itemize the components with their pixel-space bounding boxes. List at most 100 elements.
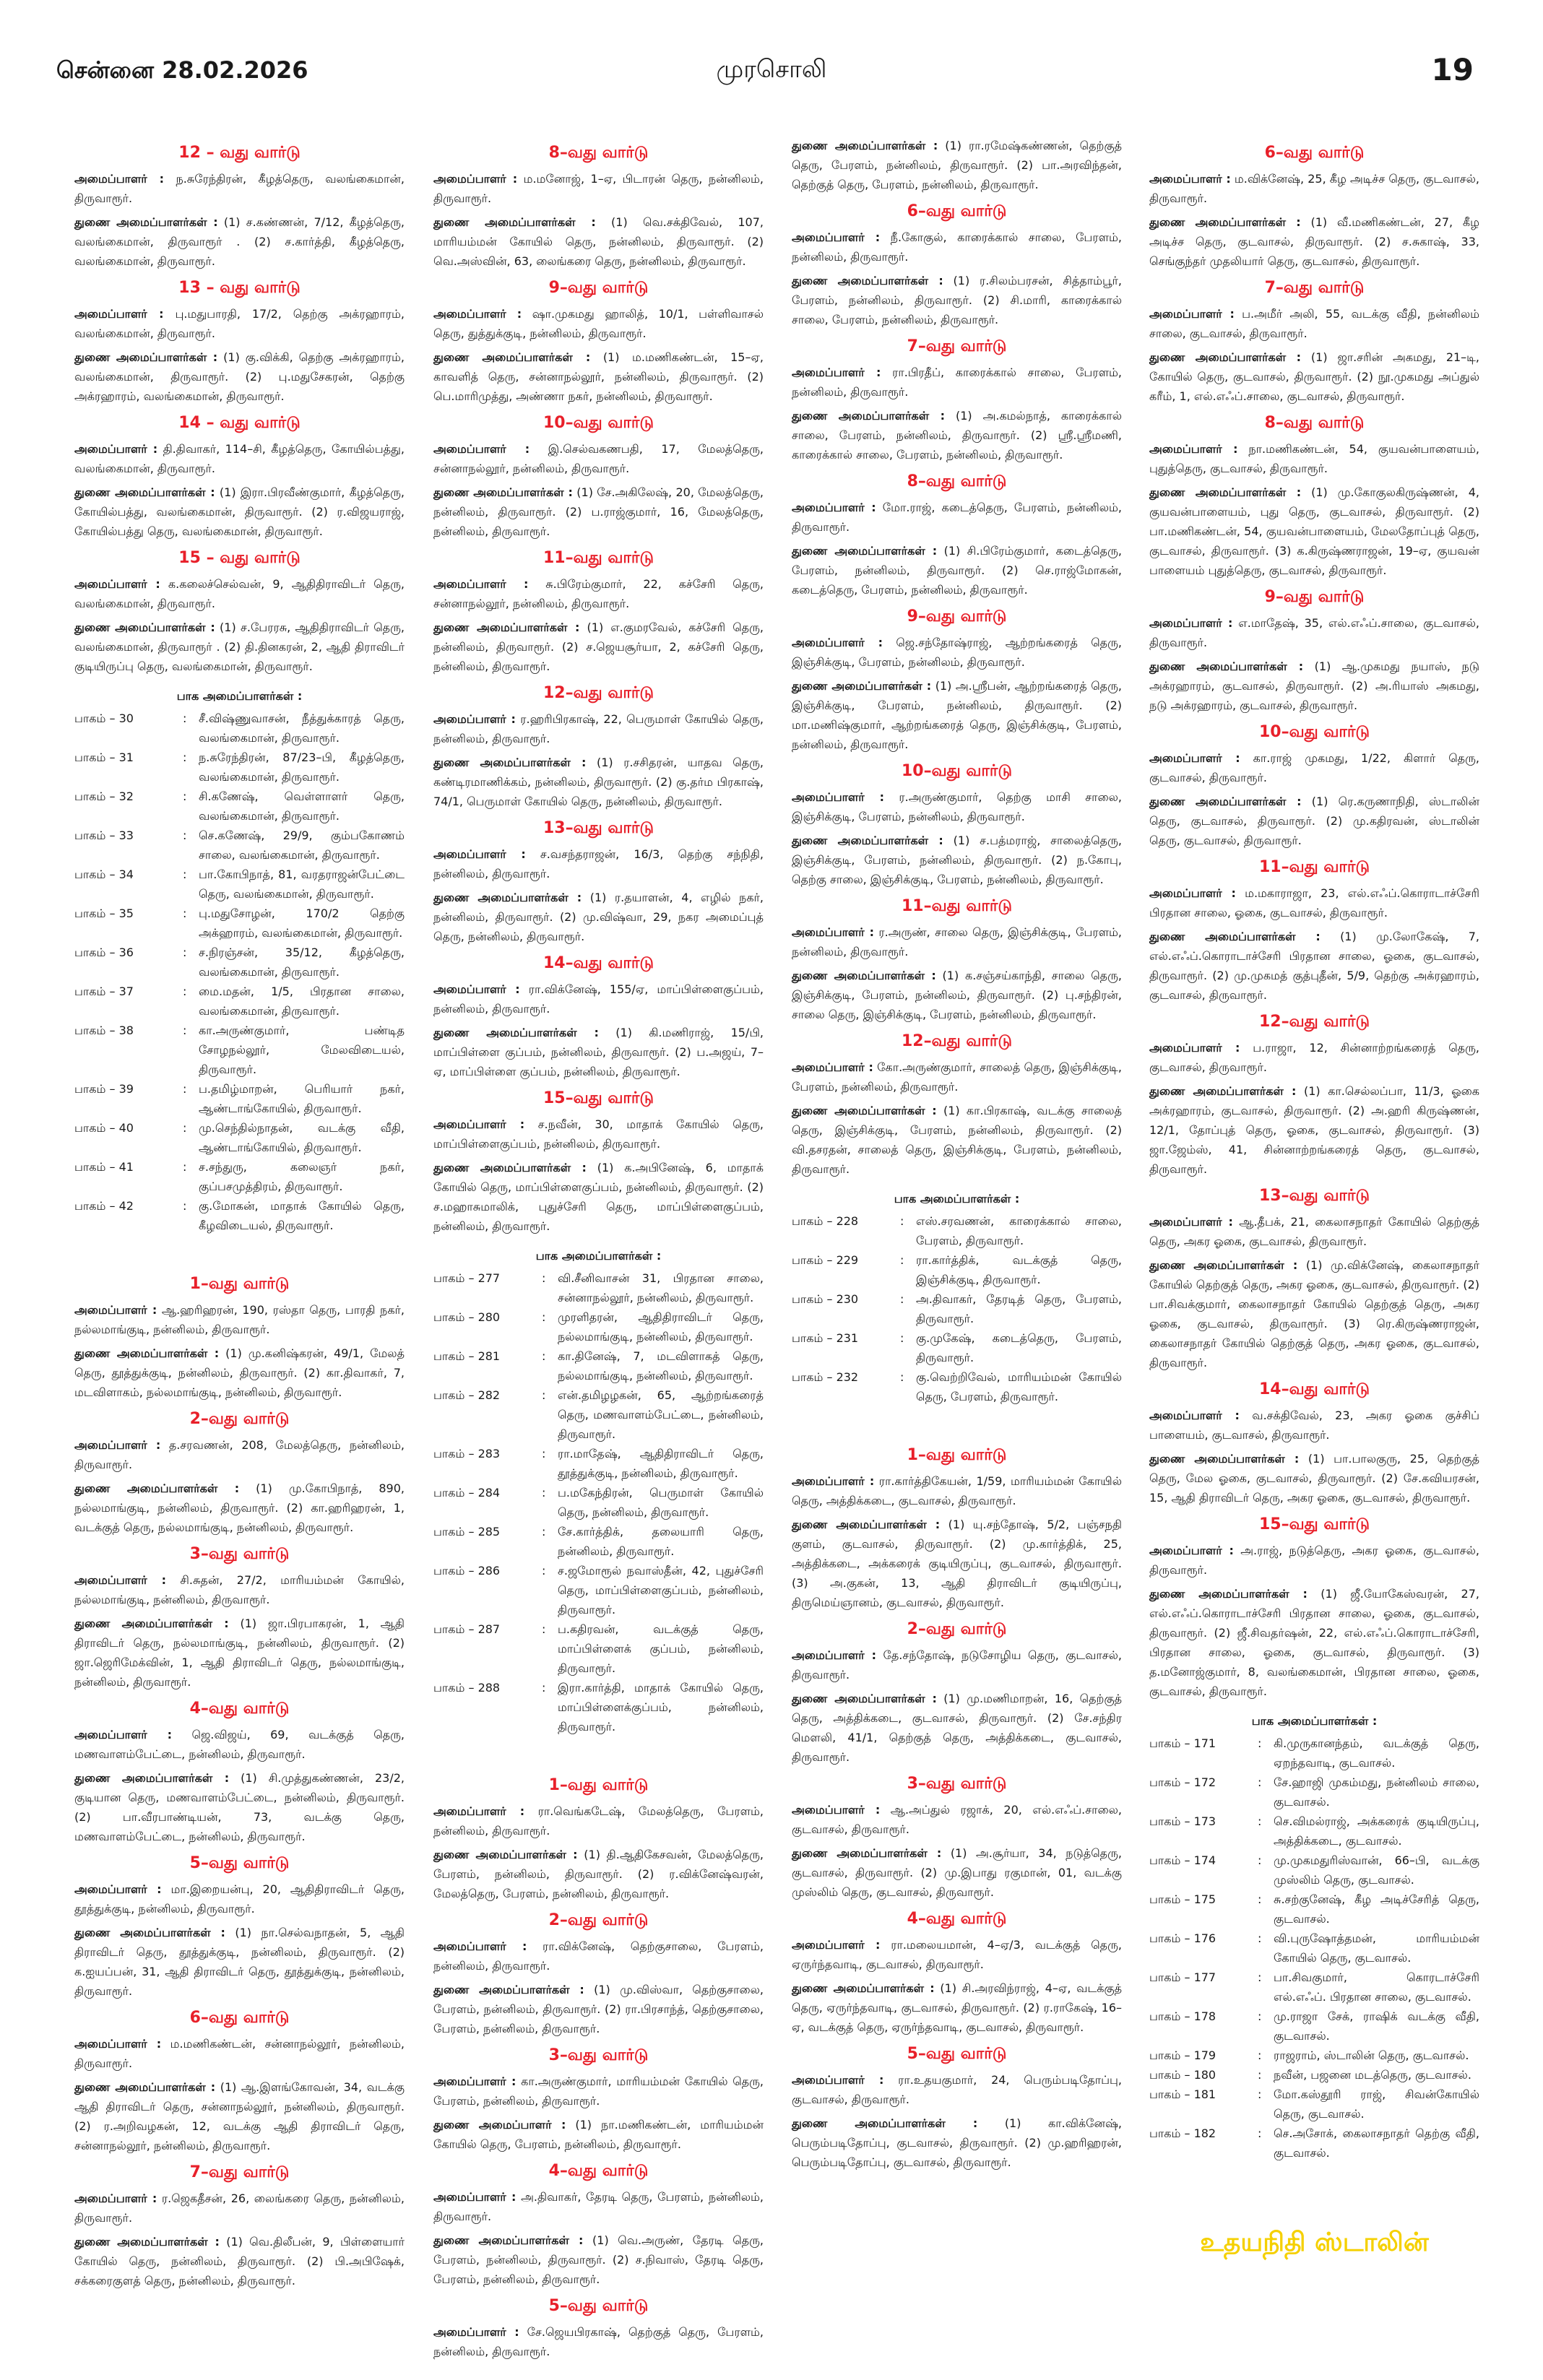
booth-organiser-details: கு.மோகன், மாதாக் கோயில் தெரு, கீழவிடையல்… bbox=[199, 1199, 405, 1232]
organiser-entry: அமைப்பாளர் : ரா.கார்த்திகேயன், 1/59, மார… bbox=[792, 1471, 1122, 1510]
ward-heading: 14–வது வார்டு bbox=[543, 954, 654, 972]
booth-prefix: பாகம் – bbox=[1149, 1970, 1190, 1984]
booth-separator: : bbox=[183, 1121, 187, 1135]
booth-number: பாகம் – 179 bbox=[1149, 2046, 1258, 2065]
booth-separator: : bbox=[183, 867, 187, 881]
booth-separator: : bbox=[542, 1388, 546, 1402]
deputy-organisers-entry: துணை அமைப்பாளர்கள் : (1) மு.கனிஷ்கரன், 4… bbox=[74, 1343, 405, 1402]
booth-prefix: பாகம் – bbox=[74, 1121, 116, 1135]
organiser-details: ஆ.அப்துல் ரஜாக், 20, எல்.எஃப்.சாலை, குடவ… bbox=[792, 1803, 1122, 1836]
deputy-organisers-details: (1) ச.பத்மராஜ், சாலைத்தெரு, இஞ்சிக்குடி,… bbox=[792, 834, 1123, 886]
deputy-organisers-details: (1) நா.செல்வநாதன், 5, ஆதி திராவிடர் தெரு… bbox=[74, 1926, 405, 1998]
deputy-organisers-entry: துணை அமைப்பாளர்கள் : (1) ரா.ரமேஷ்கண்ணன்,… bbox=[792, 136, 1122, 194]
booth-separator: : bbox=[1258, 2068, 1262, 2082]
organiser-entry: அமைப்பாளர் : ஜெ.சந்தோஷ்ராஜ், ஆற்றங்கரைத்… bbox=[792, 633, 1122, 672]
deputy-organisers-label: துணை அமைப்பாளர்கள் : bbox=[74, 485, 215, 499]
booth-organiser-details: மு.முகமதுரிஸ்வான், 66–பி, வடக்கு முஸ்லிம… bbox=[1274, 1853, 1479, 1887]
deputy-organisers-details: (1) க.அபினேஷ், 6, மாதாக் கோயில் தெரு, மா… bbox=[433, 1161, 764, 1233]
booth-number: பாகம் – 38 bbox=[74, 1021, 183, 1079]
ward-section: 2–வது வார்டு அமைப்பாளர் : ரா.விக்னேஷ், தெ… bbox=[433, 1911, 764, 2038]
booth-separator: : bbox=[1258, 1814, 1262, 1828]
organiser-details: நீ.கோகுல், காரைக்கால் சாலை, பேரளம், நன்ன… bbox=[792, 230, 1123, 264]
booth-row: பாகம் – 35: பு.மதுசோழன், 170/2 தெற்கு அக்… bbox=[74, 904, 405, 943]
booth-number: பாகம் – 285 bbox=[433, 1522, 542, 1561]
deputy-organisers-details: (1) கா.விக்னேஷ், பெரும்படிதோப்பு, குடவாச… bbox=[792, 2116, 1122, 2169]
ward-heading: 10–வது வார்டு bbox=[901, 762, 1013, 780]
organiser-label: அமைப்பாளர் : bbox=[74, 1573, 167, 1587]
booth-row: பாகம் – 280: முரளிதரன், ஆதிதிராவிடர் தெரு… bbox=[433, 1307, 764, 1346]
organiser-entry: அமைப்பாளர் : க.கலைச்செல்வன், 9, ஆதிதிராவ… bbox=[74, 574, 405, 613]
booth-organiser-details: பு.மதுசோழன், 170/2 தெற்கு அக்ஹாரம், வலங்… bbox=[199, 906, 405, 940]
ward-heading: 15–வது வார்டு bbox=[1258, 1515, 1370, 1533]
deputy-organisers-entry: துணை அமைப்பாளர்கள் : (1) மு.விஸ்வா, தெற்… bbox=[433, 1980, 764, 2038]
organiser-label: அமைப்பாளர் : bbox=[74, 2191, 157, 2205]
booth-organiser-details: மோ.கஸ்தூரி ராஜ், சிவன்கோயில் தெரு, குடவா… bbox=[1274, 2087, 1479, 2121]
booth-separator: : bbox=[183, 945, 187, 959]
deputy-organisers-entry: துணை அமைப்பாளர்கள் : (1) தி.ஆதிகேசவன், ம… bbox=[433, 1845, 764, 1903]
ward-section: 9–வது வார்டு அமைப்பாளர் : எ.மாதேஷ், 35, எ… bbox=[1149, 587, 1479, 715]
deputy-organisers-entry: துணை அமைப்பாளர்கள் : (1) ர.சசிதரன், யாதவ… bbox=[433, 753, 764, 811]
organiser-details: ரா.உதயகுமார், 24, பெரும்படிதோப்பு, குடவா… bbox=[792, 2073, 1123, 2106]
page-number: 19 bbox=[1431, 52, 1474, 87]
deputy-organisers-label: துணை அமைப்பாளர்கள் : bbox=[1149, 1452, 1300, 1466]
booth-row: பாகம் – 174: மு.முகமதுரிஸ்வான், 66–பி, வட… bbox=[1149, 1851, 1479, 1890]
booth-prefix: பாகம் – bbox=[74, 750, 116, 764]
booth-organiser-details: கு.வெற்றிவேல், மாரியம்மன் கோயில் தெரு, ப… bbox=[916, 1370, 1122, 1403]
booth-prefix: பாகம் – bbox=[433, 1271, 475, 1285]
organiser-label: அமைப்பாளர் : bbox=[433, 1117, 525, 1131]
ward-heading: 10–வது வார்டு bbox=[1258, 723, 1370, 741]
deputy-organisers-details: (1) வீ.மணிகண்டன், 27, கீழ அடிச்ச தெரு, க… bbox=[1149, 215, 1479, 268]
organiser-label: அமைப்பாளர் : bbox=[433, 2190, 517, 2204]
ward-heading: 9–வது வார்டு bbox=[1264, 588, 1365, 606]
booth-row: பாகம் – 230: அ.திவாகர், தேரடித் தெரு, பேர… bbox=[792, 1289, 1122, 1328]
booth-separator: : bbox=[183, 906, 187, 920]
booth-prefix: பாகம் – bbox=[74, 789, 116, 803]
booth-separator: : bbox=[183, 1082, 187, 1096]
booth-prefix: பாகம் – bbox=[1149, 1892, 1190, 1906]
booth-number: பாகம் – 229 bbox=[792, 1250, 900, 1289]
organiser-details: ரா.பிரதீப், காரைக்கால் சாலை, பேரளம், நன்… bbox=[792, 365, 1122, 399]
organiser-entry: அமைப்பாளர் : பு.மதுபாரதி, 17/2, தெற்கு அ… bbox=[74, 304, 405, 343]
organiser-label: அமைப்பாளர் : bbox=[74, 1438, 161, 1452]
deputy-organisers-entry: துணை அமைப்பாளர்கள் : (1) சே.அகிலேஷ், 20,… bbox=[433, 483, 764, 541]
ward-section: 4–வது வார்டு அமைப்பாளர் : ஜெ.விஜய், 69, வ… bbox=[74, 1699, 405, 1846]
booth-prefix: பாகம் – bbox=[792, 1370, 833, 1384]
booth-prefix: பாகம் – bbox=[433, 1388, 475, 1402]
booth-row: பாகம் – 228: எஸ்.சரவணன், காரைக்கால் சாலை,… bbox=[792, 1211, 1122, 1250]
deputy-organisers-entry: துணை அமைப்பாளர்கள் : (1) மு.கோபிநாத், 89… bbox=[74, 1479, 405, 1537]
booth-number: பாகம் – 173 bbox=[1149, 1812, 1258, 1851]
newspaper-name: முரசொலி bbox=[716, 55, 827, 84]
booth-number-value: 173 bbox=[1193, 1814, 1216, 1828]
deputy-organisers-label: துணை அமைப்பாளர்கள் : bbox=[1149, 1587, 1308, 1601]
organiser-details: கோ.அருண்குமார், சாலைத் தெரு, இஞ்சிக்குடி… bbox=[792, 1060, 1122, 1094]
organiser-label: அமைப்பாளர் : bbox=[433, 2074, 517, 2088]
booth-row: பாகம் – 177: பா.சிவகுமார், கொரடாச்சேரி எல… bbox=[1149, 1968, 1479, 2007]
deputy-organisers-label: துணை அமைப்பாளர்கள் : bbox=[1149, 1258, 1298, 1272]
ward-heading: 3–வது வார்டு bbox=[189, 1545, 290, 1563]
deputy-organisers-details: (1) வெ.அருண், தேரடி தெரு, பேரளம், நன்னில… bbox=[433, 2233, 764, 2286]
booth-number-value: 182 bbox=[1193, 2126, 1216, 2140]
ward-section: 11–வது வார்டு அமைப்பாளர் : ர.அருண், சாலை … bbox=[792, 896, 1122, 1024]
deputy-organisers-entry: துணை அமைப்பாளர்கள் : (1) ஜா.சரின் அகமது,… bbox=[1149, 347, 1479, 406]
booth-prefix: பாகம் – bbox=[433, 1681, 475, 1695]
deputy-organisers-entry: துணை அமைப்பாளர்கள் : (1) கா.செல்லப்பா, 1… bbox=[1149, 1081, 1479, 1179]
booth-organiser-details: வி.சீனிவாசன் 31, பிரதான சாலை, சன்னாநல்லூ… bbox=[558, 1271, 764, 1304]
deputy-organisers-entry: துணை அமைப்பாளர்கள் : (1) ர.சிலம்பரசன், ச… bbox=[792, 271, 1122, 329]
booth-organiser-details: சீ.விஷ்ணுவாசன், நீத்துக்காரத் தெரு, வலங்… bbox=[199, 711, 405, 745]
booth-separator: : bbox=[542, 1681, 546, 1695]
deputy-organisers-label: துணை அமைப்பாளர்கள் : bbox=[433, 1983, 584, 1996]
booth-separator: : bbox=[1258, 1775, 1262, 1789]
booth-number-value: 176 bbox=[1193, 1931, 1216, 1945]
deputy-organisers-entry: துணை அமைப்பாளர்கள் : (1) அ.கமல்நாத், கார… bbox=[792, 406, 1122, 464]
deputy-organisers-details: (1) மு.விஸ்வா, தெற்குசாலை, பேரளம், நன்னி… bbox=[433, 1983, 764, 2035]
ward-heading: 9–வது வார்டு bbox=[907, 607, 1007, 626]
booth-separator: : bbox=[1258, 2126, 1262, 2140]
ward-heading: 2–வது வார்டு bbox=[548, 1911, 649, 1929]
ward-heading: 10–வது வார்டு bbox=[543, 414, 654, 432]
organiser-entry: அமைப்பாளர் : ச.நவீன், 30, மாதாக் கோயில் … bbox=[433, 1115, 764, 1154]
booth-separator: : bbox=[183, 750, 187, 764]
organiser-details: ஜெ.சந்தோஷ்ராஜ், ஆற்றங்கரைத் தெரு, இஞ்சிக… bbox=[792, 636, 1122, 669]
booth-separator: : bbox=[1258, 2087, 1262, 2101]
booth-prefix: பாகம் – bbox=[792, 1292, 833, 1306]
booth-number: பாகம் – 283 bbox=[433, 1444, 542, 1483]
